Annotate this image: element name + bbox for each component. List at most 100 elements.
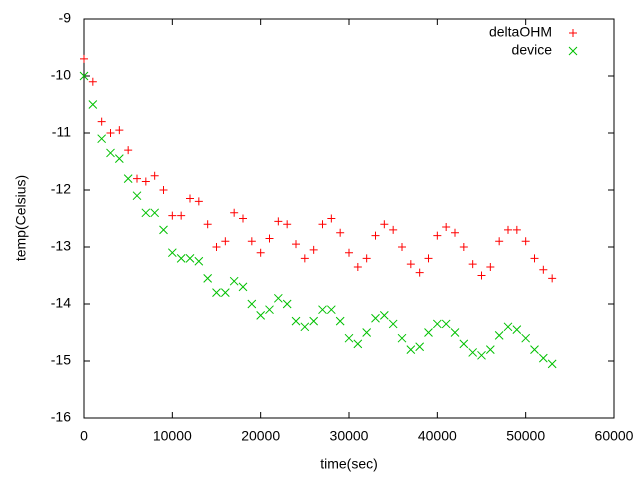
x-tick-label: 30000 xyxy=(330,428,369,444)
data-point xyxy=(150,208,160,218)
data-point xyxy=(379,311,389,320)
data-point xyxy=(203,273,213,283)
data-point xyxy=(212,243,221,251)
data-point xyxy=(229,276,239,286)
data-point xyxy=(406,345,416,354)
data-point xyxy=(300,254,309,263)
x-tick-label: 60000 xyxy=(595,428,634,444)
data-point xyxy=(203,220,212,229)
data-point xyxy=(194,197,203,206)
data-point xyxy=(274,217,283,226)
y-tick-label: -13 xyxy=(51,238,71,254)
legend-label: deltaOHM xyxy=(489,24,552,40)
data-point xyxy=(538,353,548,363)
data-point xyxy=(106,148,115,158)
data-point xyxy=(318,220,327,229)
legend-marker xyxy=(568,46,578,56)
x-tick-label: 40000 xyxy=(418,428,457,444)
x-tick-label: 50000 xyxy=(506,428,545,444)
data-point xyxy=(167,248,177,258)
data-point xyxy=(521,237,530,246)
data-point xyxy=(97,117,106,126)
data-point xyxy=(133,174,141,183)
data-point xyxy=(132,191,142,201)
data-point xyxy=(186,194,194,203)
data-point xyxy=(512,325,522,335)
data-point xyxy=(238,282,248,292)
y-tick-label: -11 xyxy=(52,124,71,140)
data-point xyxy=(353,262,362,271)
data-point xyxy=(495,237,504,246)
data-point xyxy=(512,225,521,234)
y-tick-label: -12 xyxy=(51,181,71,197)
data-point xyxy=(468,348,478,357)
data-point xyxy=(283,220,292,229)
data-point xyxy=(97,134,107,144)
legend-label: device xyxy=(512,42,553,58)
data-point xyxy=(442,223,451,232)
x-tick-label: 20000 xyxy=(241,428,280,444)
data-point xyxy=(220,288,230,297)
data-point xyxy=(265,305,274,315)
data-point xyxy=(548,274,557,283)
data-point xyxy=(115,126,124,135)
data-point xyxy=(459,339,469,349)
data-point xyxy=(230,208,239,217)
data-point xyxy=(468,260,477,269)
data-point xyxy=(477,350,486,360)
data-point xyxy=(159,186,168,194)
x-tick-label: 10000 xyxy=(153,428,192,444)
data-point xyxy=(398,243,406,251)
data-point xyxy=(344,333,354,343)
data-point xyxy=(547,359,557,369)
data-point xyxy=(300,322,310,332)
data-point xyxy=(123,174,133,183)
data-point xyxy=(80,54,88,63)
legend-marker xyxy=(569,29,577,37)
data-point xyxy=(309,316,319,326)
data-point xyxy=(176,254,186,263)
data-point xyxy=(327,214,336,223)
data-point xyxy=(389,225,398,234)
x-axis-label: time(sec) xyxy=(320,456,378,472)
data-point xyxy=(539,265,548,274)
data-point xyxy=(247,299,257,309)
data-point xyxy=(88,77,97,86)
data-point xyxy=(450,328,460,337)
y-tick-label: -9 xyxy=(59,10,72,26)
data-point xyxy=(177,211,186,220)
data-point xyxy=(106,129,115,137)
data-point xyxy=(292,240,300,249)
data-point xyxy=(318,305,327,315)
data-point xyxy=(185,254,195,263)
data-point xyxy=(256,311,266,320)
data-point xyxy=(335,316,345,326)
data-point xyxy=(521,333,531,343)
data-point xyxy=(371,313,380,323)
y-tick-label: -15 xyxy=(51,352,71,368)
data-point xyxy=(494,330,504,340)
data-point xyxy=(212,288,221,297)
data-point xyxy=(406,260,415,269)
data-point xyxy=(291,316,301,326)
data-point xyxy=(336,228,345,237)
data-point xyxy=(141,208,151,218)
data-point xyxy=(415,268,424,277)
data-point xyxy=(485,345,495,354)
y-axis-label: temp(Celsius) xyxy=(13,175,29,261)
data-point xyxy=(424,254,433,263)
data-point xyxy=(388,319,398,329)
data-point xyxy=(114,154,124,164)
data-point xyxy=(486,262,495,271)
data-point xyxy=(424,328,433,337)
data-point xyxy=(239,214,247,223)
data-point xyxy=(451,228,459,237)
data-point xyxy=(503,322,513,332)
data-point xyxy=(397,333,407,343)
data-point xyxy=(194,256,204,266)
data-point xyxy=(79,71,89,81)
data-point xyxy=(353,339,363,349)
data-point xyxy=(150,171,159,180)
plot-frame xyxy=(83,18,615,419)
